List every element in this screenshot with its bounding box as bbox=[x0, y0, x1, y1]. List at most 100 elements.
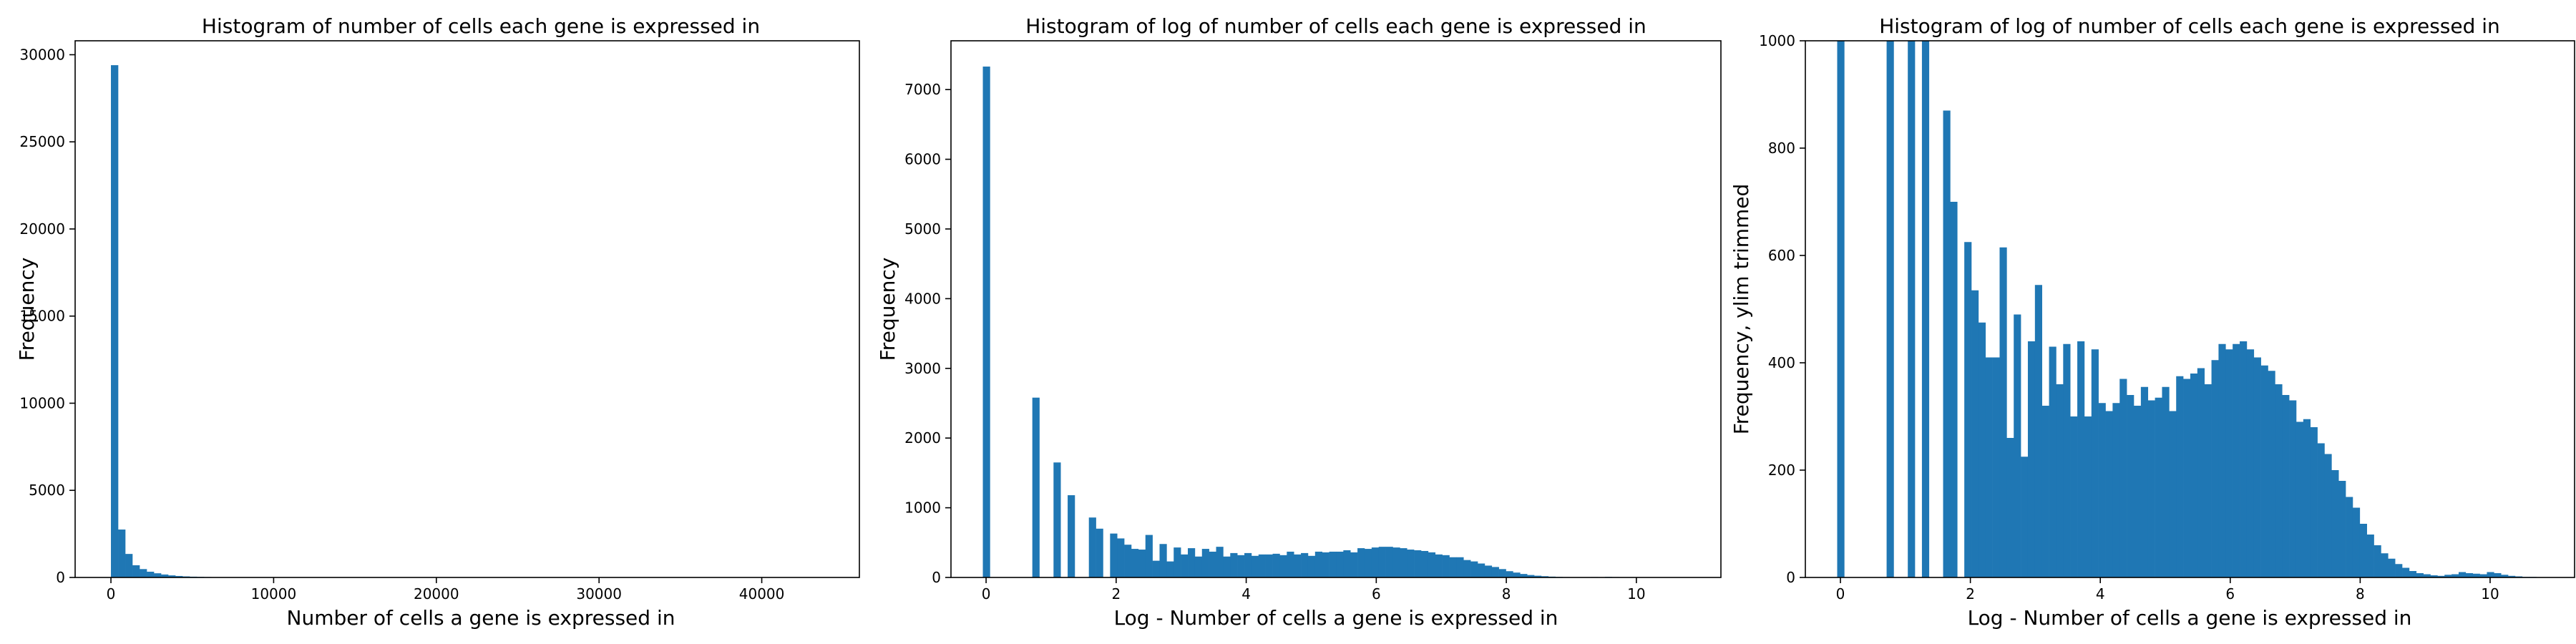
histogram-bar bbox=[1110, 533, 1118, 577]
histogram-bar bbox=[1385, 547, 1393, 577]
histogram-bar bbox=[2056, 384, 2064, 577]
histogram-bar bbox=[2253, 357, 2261, 577]
histogram-bar bbox=[2246, 349, 2255, 577]
y-tick-label: 25000 bbox=[19, 133, 65, 150]
histogram-bar bbox=[1209, 551, 1216, 577]
y-tick-label: 6000 bbox=[904, 151, 941, 168]
histogram-bar bbox=[2423, 574, 2431, 577]
x-tick-label: 10 bbox=[2481, 585, 2499, 602]
x-ticks: 0 2 4 6 8 10 bbox=[982, 577, 1646, 602]
histogram-bar bbox=[2225, 349, 2233, 577]
histogram-bar bbox=[1400, 548, 1407, 577]
histogram-bar bbox=[1886, 41, 1894, 577]
histogram-bar bbox=[2409, 571, 2417, 577]
histogram-bar bbox=[1294, 554, 1302, 577]
y-axis-label: Frequency, ylim trimmed bbox=[1729, 184, 1753, 435]
histogram-bar bbox=[1088, 517, 1096, 577]
histogram-bar bbox=[1053, 462, 1061, 577]
histogram-bar bbox=[1428, 552, 1436, 577]
histogram-bar bbox=[2310, 427, 2318, 577]
histogram-bar bbox=[1230, 552, 1238, 577]
histogram-bar bbox=[2472, 573, 2480, 577]
histogram-bar bbox=[1534, 575, 1542, 577]
histogram-bar bbox=[1999, 247, 2007, 577]
histogram-bar bbox=[2014, 314, 2021, 577]
histogram-bar bbox=[147, 571, 155, 577]
histogram-bar bbox=[2119, 379, 2127, 577]
histogram-bar bbox=[125, 554, 133, 577]
histogram-bar bbox=[2402, 567, 2410, 577]
y-tick-label: 0 bbox=[932, 569, 941, 586]
histogram-bar bbox=[1314, 551, 1322, 577]
histogram-bar bbox=[1145, 535, 1153, 577]
histogram-bar bbox=[1181, 554, 1189, 577]
histogram-chart-log-trimmed: Histogram of log of number of cells each… bbox=[1729, 14, 2575, 630]
histogram-bar bbox=[154, 573, 162, 577]
histogram-bar bbox=[1908, 41, 1916, 577]
histogram-bar bbox=[2211, 360, 2219, 577]
x-tick-label: 0 bbox=[982, 585, 991, 602]
histogram-bar bbox=[2317, 443, 2325, 577]
histogram-bar bbox=[2289, 400, 2297, 577]
histogram-bar bbox=[2260, 365, 2268, 577]
y-tick-label: 1000 bbox=[904, 499, 941, 517]
x-tick-label: 40000 bbox=[739, 585, 785, 602]
histogram-bar bbox=[1371, 547, 1380, 577]
histogram-bar bbox=[1174, 547, 1181, 577]
histogram-bar bbox=[2494, 573, 2502, 577]
histogram-bar bbox=[982, 67, 990, 578]
histogram-bar bbox=[2091, 349, 2099, 577]
plot-frame bbox=[950, 40, 1722, 578]
histogram-bar bbox=[1414, 550, 1422, 577]
histogram-bar bbox=[1491, 567, 1499, 577]
y-tick-label: 10000 bbox=[19, 394, 65, 411]
histogram-bar bbox=[1527, 575, 1535, 577]
histogram-bar bbox=[1159, 544, 1167, 577]
histogram-bar bbox=[175, 575, 183, 577]
x-axis-label: Log - Number of cells a gene is expresse… bbox=[1968, 606, 2412, 630]
histogram-bar bbox=[2338, 481, 2346, 577]
histogram-bar bbox=[118, 530, 126, 577]
histogram-bar bbox=[2155, 397, 2162, 577]
histogram-bar bbox=[2070, 416, 2078, 577]
histogram-bar bbox=[161, 574, 169, 577]
histogram-bar bbox=[2479, 574, 2487, 577]
bars-group bbox=[1837, 41, 2537, 577]
histogram-bar bbox=[2437, 575, 2445, 577]
histogram-bar bbox=[1456, 557, 1464, 577]
y-tick-label: 0 bbox=[1786, 569, 1795, 586]
histogram-bar bbox=[2508, 575, 2516, 577]
bars-group bbox=[111, 65, 326, 578]
x-tick-label: 2 bbox=[1966, 585, 1975, 602]
y-ticks: 0 5000 10000 15000 20000 25000 30000 bbox=[19, 46, 75, 586]
plot-frame bbox=[74, 40, 860, 578]
histogram-bar bbox=[2134, 406, 2142, 577]
histogram-bar bbox=[2416, 573, 2424, 577]
y-axis-label: Frequency bbox=[876, 258, 899, 361]
histogram-bar bbox=[1449, 557, 1457, 577]
histogram-bar bbox=[1272, 553, 1280, 577]
y-tick-label: 5000 bbox=[904, 220, 941, 238]
histogram-bar bbox=[2021, 457, 2029, 577]
x-tick-label: 30000 bbox=[576, 585, 622, 602]
histogram-bar bbox=[2359, 524, 2367, 577]
x-tick-label: 8 bbox=[1502, 585, 1511, 602]
histogram-bar bbox=[1442, 555, 1450, 577]
histogram-bar bbox=[111, 65, 119, 578]
y-tick-label: 30000 bbox=[19, 46, 65, 63]
histogram-bar bbox=[1265, 554, 1273, 577]
histogram-bar bbox=[1350, 552, 1358, 577]
histogram-bar bbox=[1470, 561, 1478, 577]
histogram-bar bbox=[1364, 549, 1372, 577]
histogram-bar bbox=[1152, 560, 1160, 577]
histogram-bar bbox=[2034, 285, 2042, 577]
histogram-bar bbox=[1392, 547, 1400, 577]
histogram-bar bbox=[2105, 411, 2113, 577]
histogram-bar bbox=[2373, 545, 2381, 577]
histogram-bar bbox=[2324, 454, 2332, 577]
histogram-bar bbox=[1068, 495, 1075, 577]
x-axis-label: Number of cells a gene is expressed in bbox=[287, 606, 675, 630]
histogram-bar bbox=[2140, 386, 2149, 577]
histogram-bar bbox=[2303, 419, 2311, 577]
